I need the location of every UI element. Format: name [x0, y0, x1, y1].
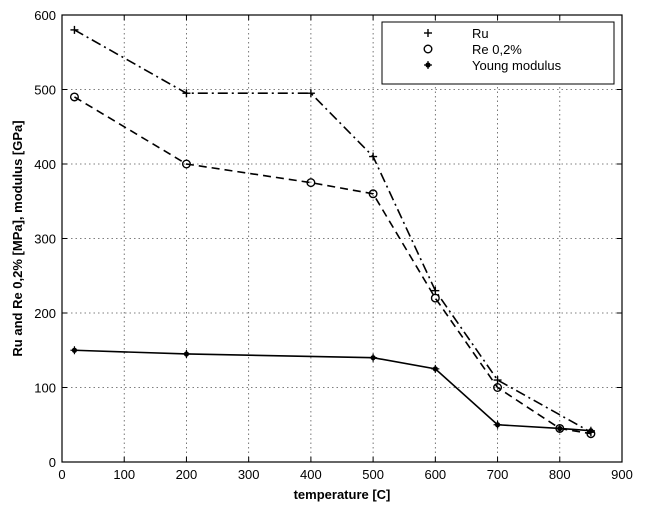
data-point-re-0-2 [181, 159, 191, 169]
data-point-young-modulus [493, 420, 502, 429]
legend-label-young-modulus: Young modulus [472, 58, 562, 73]
x-tick-label: 100 [113, 467, 135, 482]
axis-ticks: 0 100 200 300 400 500 600 700 800 900 0 100 200 300 40… [34, 8, 633, 482]
data-point-re-0-2 [306, 178, 316, 188]
legend-marker-re-0-2 [423, 44, 433, 54]
x-tick-label: 500 [362, 467, 384, 482]
series-layer [69, 25, 596, 439]
data-point-young-modulus [431, 364, 440, 373]
y-tick-label: 100 [34, 381, 56, 396]
data-point-young-modulus [555, 424, 564, 433]
legend-marker-young-modulus [424, 61, 432, 69]
series-line-re-0-2 [74, 96, 592, 435]
legend-label-re-0-2: Re 0,2% [472, 42, 522, 57]
data-point-re-0-2 [493, 383, 503, 393]
series-young-modulus [70, 346, 595, 435]
y-tick-label: 200 [34, 306, 56, 321]
x-tick-label: 700 [487, 467, 509, 482]
y-tick-label: 300 [34, 232, 56, 247]
data-point-young-modulus [369, 353, 378, 362]
data-point-ru [70, 25, 79, 34]
y-tick-label: 400 [34, 157, 56, 172]
x-tick-label: 900 [611, 467, 633, 482]
data-point-re-0-2 [69, 92, 79, 102]
data-point-young-modulus [586, 426, 595, 435]
data-point-re-0-2 [430, 293, 440, 303]
x-tick-label: 0 [58, 467, 65, 482]
data-point-ru [431, 286, 440, 295]
x-tick-label: 300 [238, 467, 260, 482]
data-point-ru [182, 89, 191, 98]
x-tick-label: 600 [424, 467, 446, 482]
data-point-young-modulus [70, 346, 79, 355]
y-tick-label: 500 [34, 83, 56, 98]
data-point-ru [306, 89, 315, 98]
x-tick-label: 800 [549, 467, 571, 482]
y-tick-label: 0 [49, 455, 56, 470]
data-point-young-modulus [182, 349, 191, 358]
grid-lines [62, 15, 622, 462]
x-tick-label: 200 [176, 467, 198, 482]
legend-marker-ru [424, 29, 432, 37]
x-tick-label: 400 [300, 467, 322, 482]
data-point-ru [369, 152, 378, 161]
data-point-re-0-2 [368, 189, 378, 199]
y-tick-label: 600 [34, 8, 56, 23]
y-axis-label: Ru and Re 0,2% [MPa], modulus [GPa] [10, 120, 25, 356]
series-ru [70, 25, 595, 437]
legend-label-ru: Ru [472, 26, 489, 41]
legend-box [381, 21, 615, 85]
data-point-ru [493, 376, 502, 385]
x-axis-label: temperature [C] [294, 487, 391, 502]
